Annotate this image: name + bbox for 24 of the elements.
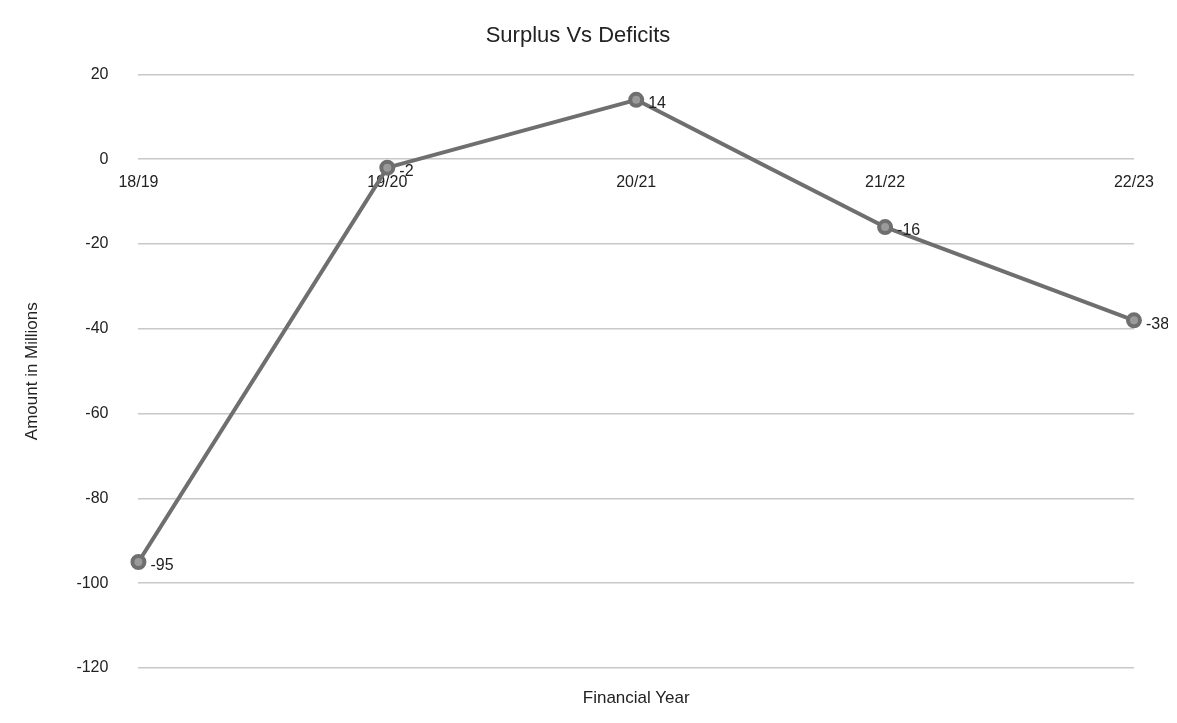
x-tick-label: 21/22 [865, 173, 906, 191]
data-label: -95 [150, 556, 174, 574]
y-tick-label: -80 [85, 488, 109, 506]
y-tick-label: -120 [76, 658, 109, 676]
data-label: 14 [648, 94, 667, 112]
y-tick-label: -40 [85, 319, 109, 337]
x-tick-label: 22/23 [1113, 173, 1155, 191]
y-tick-label: 0 [99, 149, 109, 167]
x-tick-label: 18/19 [118, 173, 159, 191]
y-tick-label: -100 [76, 573, 109, 591]
point [628, 91, 645, 108]
x-tick-label: 20/21 [616, 173, 657, 191]
x-axis-title: Financial Year [582, 687, 690, 707]
y-tick-label: -60 [85, 404, 109, 422]
point [1125, 312, 1142, 329]
data-label: -16 [897, 221, 921, 239]
data-label: -38 [1145, 314, 1170, 332]
y-tick-label: 20 [90, 64, 109, 82]
point [379, 159, 396, 176]
y-tick-label: -20 [85, 234, 109, 252]
chart-title: Surplus Vs Deficits [485, 22, 671, 48]
point [130, 554, 147, 570]
y-axis-title: Amount in Millions [21, 302, 41, 441]
point [877, 219, 894, 236]
